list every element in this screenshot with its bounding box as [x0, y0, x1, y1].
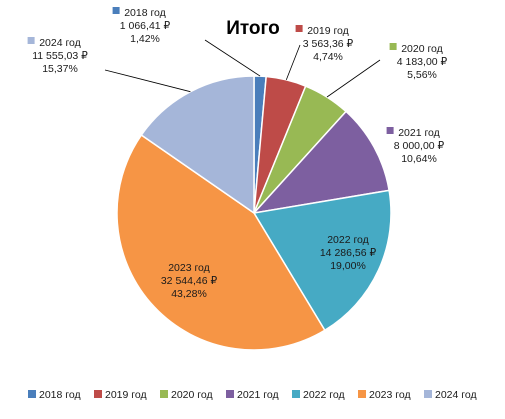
legend-item-2022-год: 2022 год — [292, 389, 345, 401]
data-label-value: 14 286,56 ₽ — [320, 247, 377, 259]
legend-label: 2020 год — [171, 389, 213, 401]
legend: 2018 год 2019 год 2020 год 2021 год 2022 год… — [28, 389, 477, 401]
data-label-value: 8 000,00 ₽ — [394, 140, 445, 152]
data-label-key — [295, 25, 303, 32]
legend-swatch — [292, 390, 300, 398]
legend-label: 2019 год — [105, 389, 147, 401]
legend-item-2024-год: 2024 год — [424, 389, 477, 401]
data-label-category: 2024 год — [39, 37, 81, 49]
legend-label: 2022 год — [303, 389, 345, 401]
legend-swatch — [358, 390, 366, 398]
data-label-value: 1 066,41 ₽ — [120, 20, 171, 32]
legend-label: 2024 год — [435, 389, 477, 401]
pie-slice-2021-год — [251, 110, 390, 215]
legend-item-2023-год: 2023 год — [358, 389, 411, 401]
pie-slices — [116, 75, 392, 351]
chart-title: Итого — [226, 18, 280, 39]
data-label-percent: 10,64% — [401, 153, 437, 165]
data-label-percent: 4,74% — [313, 51, 343, 63]
data-label-percent: 5,56% — [407, 69, 437, 81]
legend-item-2021-год: 2021 год — [226, 389, 279, 401]
data-label-value: 4 183,00 ₽ — [397, 56, 448, 68]
legend-swatch — [160, 390, 168, 398]
legend-label: 2023 год — [369, 389, 411, 401]
data-label-key — [112, 7, 120, 14]
leader-lines — [104, 39, 381, 98]
data-label-key — [386, 127, 394, 134]
legend-swatch — [424, 390, 432, 398]
leader-line-2018-год — [204, 39, 261, 77]
data-label-category: 2020 год — [401, 43, 443, 55]
data-label-key — [389, 43, 397, 50]
data-label-key — [27, 37, 35, 44]
legend-item-2019-год: 2019 год — [94, 389, 147, 401]
legend-label: 2021 год — [237, 389, 279, 401]
data-label-category: 2018 год — [124, 7, 166, 19]
legend-swatch — [28, 390, 36, 398]
data-label-value: 11 555,03 ₽ — [32, 50, 88, 62]
data-label-value: 3 563,36 ₽ — [303, 38, 354, 50]
data-label-category: 2021 год — [398, 127, 440, 139]
legend-item-2018-год: 2018 год — [28, 389, 81, 401]
data-label-percent: 19,00% — [330, 260, 366, 272]
pie-slice-2022-год — [252, 189, 392, 332]
data-label-category: 2022 год — [327, 234, 369, 246]
leader-line-2019-год — [285, 44, 301, 81]
data-label-percent: 1,42% — [130, 33, 160, 45]
data-label-percent: 15,37% — [42, 63, 78, 75]
leader-line-2020-год — [326, 59, 381, 98]
pie-slice-2023-год — [116, 133, 326, 351]
data-label-value: 32 544,46 ₽ — [161, 275, 218, 287]
data-label-percent: 43,28% — [171, 288, 207, 300]
data-label-category: 2023 год — [168, 262, 210, 274]
leader-line-2024-год — [104, 69, 191, 93]
legend-swatch — [226, 390, 234, 398]
legend-swatch — [94, 390, 102, 398]
data-label-category: 2019 год — [307, 25, 349, 37]
legend-label: 2018 год — [39, 389, 81, 401]
legend-item-2020-год: 2020 год — [160, 389, 213, 401]
